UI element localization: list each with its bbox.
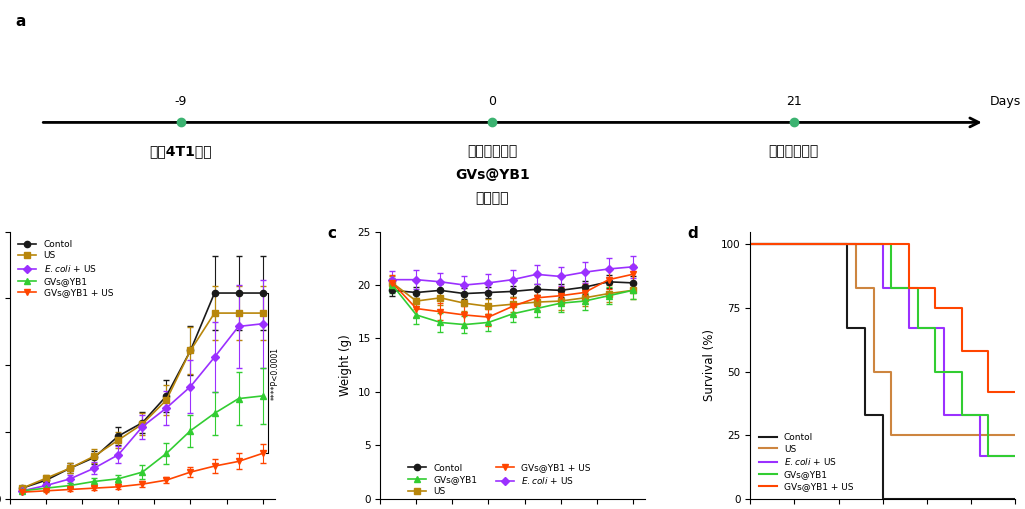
Text: ****P<0.0001: ****P<0.0001: [271, 347, 280, 400]
Y-axis label: Weight (g): Weight (g): [339, 334, 352, 396]
Text: Days: Days: [989, 95, 1021, 108]
Text: d: d: [687, 226, 698, 241]
Text: 注射载泡细菌: 注射载泡细菌: [467, 144, 518, 158]
Text: 21: 21: [786, 95, 802, 108]
Text: c: c: [327, 226, 336, 241]
Text: -9: -9: [175, 95, 188, 108]
Legend: Contol, US, $E. coli$ + US, GVs@YB1, GVs@YB1 + US: Contol, US, $E. coli$ + US, GVs@YB1, GVs…: [755, 429, 857, 494]
Text: a: a: [15, 14, 26, 29]
Y-axis label: Survival (%): Survival (%): [702, 329, 715, 401]
Text: 超声照射: 超声照射: [476, 191, 509, 205]
Text: 0: 0: [488, 95, 496, 108]
Text: 测量肿瘤尺寸: 测量肿瘤尺寸: [769, 144, 819, 158]
Text: 注射4T1细胞: 注射4T1细胞: [150, 144, 212, 158]
Legend: Contol, GVs@YB1, US, GVs@YB1 + US, $E. coli$ + US: Contol, GVs@YB1, US, GVs@YB1 + US, $E. c…: [405, 460, 593, 500]
Text: GVs@YB1: GVs@YB1: [455, 167, 530, 182]
Legend: Contol, US, $E. coli$ + US, GVs@YB1, GVs@YB1 + US: Contol, US, $E. coli$ + US, GVs@YB1, GVs…: [14, 236, 117, 301]
